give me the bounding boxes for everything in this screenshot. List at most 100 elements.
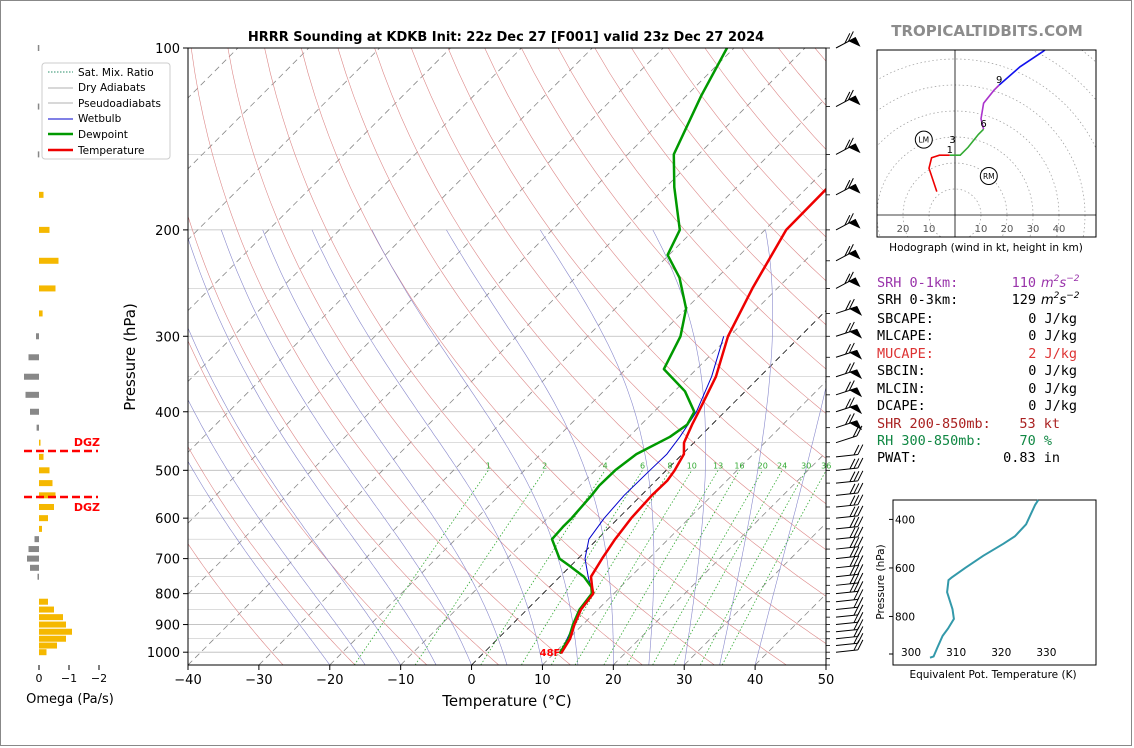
x-tick-label: 20 (605, 673, 622, 688)
moist-adiabat-line (220, 229, 472, 665)
omega-bar (37, 573, 39, 580)
moist-adiabat-line (719, 229, 773, 665)
dry-adiabat-line (337, 48, 826, 644)
y-tick-label: 700 (155, 553, 180, 568)
omega-bar (37, 45, 40, 51)
isotherm-line (188, 48, 806, 665)
theta-e-y-tick: 600 (895, 563, 915, 575)
legend-sat-mix: Sat. Mix. Ratio (78, 67, 154, 79)
x-tick-label: 40 (747, 673, 764, 688)
omega-bar (39, 642, 57, 649)
omega-x-tick: −2 (91, 672, 107, 685)
y-tick-label: 500 (155, 464, 180, 479)
theta-e-y-tick: 800 (895, 611, 915, 623)
omega-bar (39, 310, 43, 317)
hodograph-tick-label: 10 (923, 224, 936, 235)
shr-value: 53 kt (1019, 416, 1060, 432)
dry-adiabat-line (188, 340, 428, 665)
mixing-ratio-label: 36 (821, 461, 831, 470)
srh03-unit: m2s−2 (1041, 291, 1080, 308)
srh01-value: 110 (1012, 275, 1036, 291)
wind-barb (835, 444, 864, 458)
omega-bar (30, 408, 39, 415)
omega-bar (39, 439, 41, 446)
isotherm-line (400, 239, 826, 665)
hodograph-labels: 13 6 9 LM RM 20 10 10 20 30 40 (897, 75, 1066, 235)
mlcin-label: MLCIN: (877, 381, 926, 397)
wind-barb (835, 526, 864, 540)
hodograph-segment (980, 84, 1000, 130)
mixing-ratio-label: 8 (667, 461, 672, 470)
dry-adiabat-line (374, 48, 826, 597)
dry-adiabat-line (264, 48, 715, 665)
mixing-ratio-label: 4 (603, 461, 608, 470)
wind-barb (835, 597, 864, 611)
moist-adiabat-line (262, 229, 508, 665)
isotherm-line (258, 97, 826, 665)
skewt-legend: Sat. Mix. Ratio Dry Adiabats Pseudoadiab… (41, 62, 171, 160)
omega-bar (25, 391, 39, 398)
srh03-value: 129 (1012, 292, 1036, 308)
y-tick-label: 600 (155, 512, 180, 527)
dry-adiabat-line (521, 48, 826, 414)
mixing-ratio-line (353, 470, 489, 665)
wind-barb (835, 457, 864, 471)
hodograph-segment (928, 154, 950, 192)
dry-adiabat-line (411, 48, 826, 551)
x-tick-label: 50 (818, 673, 835, 688)
theta-e-x-tick: 310 (946, 647, 966, 659)
hodograph-height-label: 1 (947, 145, 953, 156)
theta-e-x-tick: 300 (901, 647, 921, 659)
mixing-ratio-label: 13 (713, 461, 723, 470)
watermark: TROPICALTIDBITS.COM (891, 22, 1083, 40)
omega-bar (37, 103, 40, 110)
mixing-ratio-line (673, 470, 783, 665)
hodograph-segment (998, 50, 1047, 86)
wind-barb (835, 89, 861, 107)
wind-barb (835, 639, 864, 653)
hodograph-rings (877, 50, 1096, 237)
mixing-ratio-label: 16 (734, 461, 744, 470)
mixing-ratio-line (699, 470, 807, 665)
wind-barb (835, 589, 864, 603)
mixing-ratio-label: 30 (801, 461, 811, 470)
chart-title: HRRR Sounding at KDKB Init: 22z Dec 27 [… (248, 30, 764, 45)
x-tick-label: 10 (534, 673, 551, 688)
isotherm-line (188, 48, 735, 595)
wind-barb (835, 362, 863, 380)
moist-adiabat-line (446, 229, 614, 665)
dewpoint-profile-line (550, 48, 729, 655)
mixing-ratio-label: 2 (542, 461, 547, 470)
omega-bar (39, 467, 50, 474)
mlcin-value: 0 J/kg (1028, 381, 1077, 397)
wind-barb (835, 581, 864, 595)
srh03-label: SRH 0-3km: (877, 292, 958, 308)
mixing-ratio-line (521, 470, 643, 665)
sbcape-label: SBCAPE: (877, 311, 934, 327)
x-tick-label: 0 (467, 673, 475, 688)
dry-adiabat-line (188, 446, 356, 665)
rh-value: 70 % (1019, 433, 1052, 449)
omega-x-tick: −1 (61, 672, 77, 685)
omega-bar (39, 621, 66, 628)
moist-adiabat-line (188, 399, 366, 665)
sbcin-value: 0 J/kg (1028, 363, 1077, 379)
wind-barb (835, 397, 863, 415)
hodograph-tick-label: 10 (975, 224, 988, 235)
wind-barb (835, 413, 863, 431)
shr-label: SHR 200-850mb: (877, 416, 991, 432)
dry-adiabat-line (188, 215, 499, 665)
theta-e-y-tick: 400 (895, 514, 915, 526)
omega-bar (27, 555, 39, 562)
isotherm-line (542, 380, 826, 665)
skewt-x-label: Temperature (°C) (441, 692, 571, 710)
sbcin-label: SBCIN: (877, 363, 926, 379)
wind-barb (835, 243, 861, 262)
wind-barb (835, 380, 863, 398)
omega-bar (36, 333, 39, 340)
theta-e-x-tick: 330 (1036, 647, 1056, 659)
mixing-ratio-line (652, 470, 764, 665)
theta-e-ticks: 300 310 320 330 400 600 800 (889, 514, 1056, 659)
hodograph-height-label: 9 (996, 75, 1002, 86)
hodograph-height-label: 6 (980, 119, 986, 130)
